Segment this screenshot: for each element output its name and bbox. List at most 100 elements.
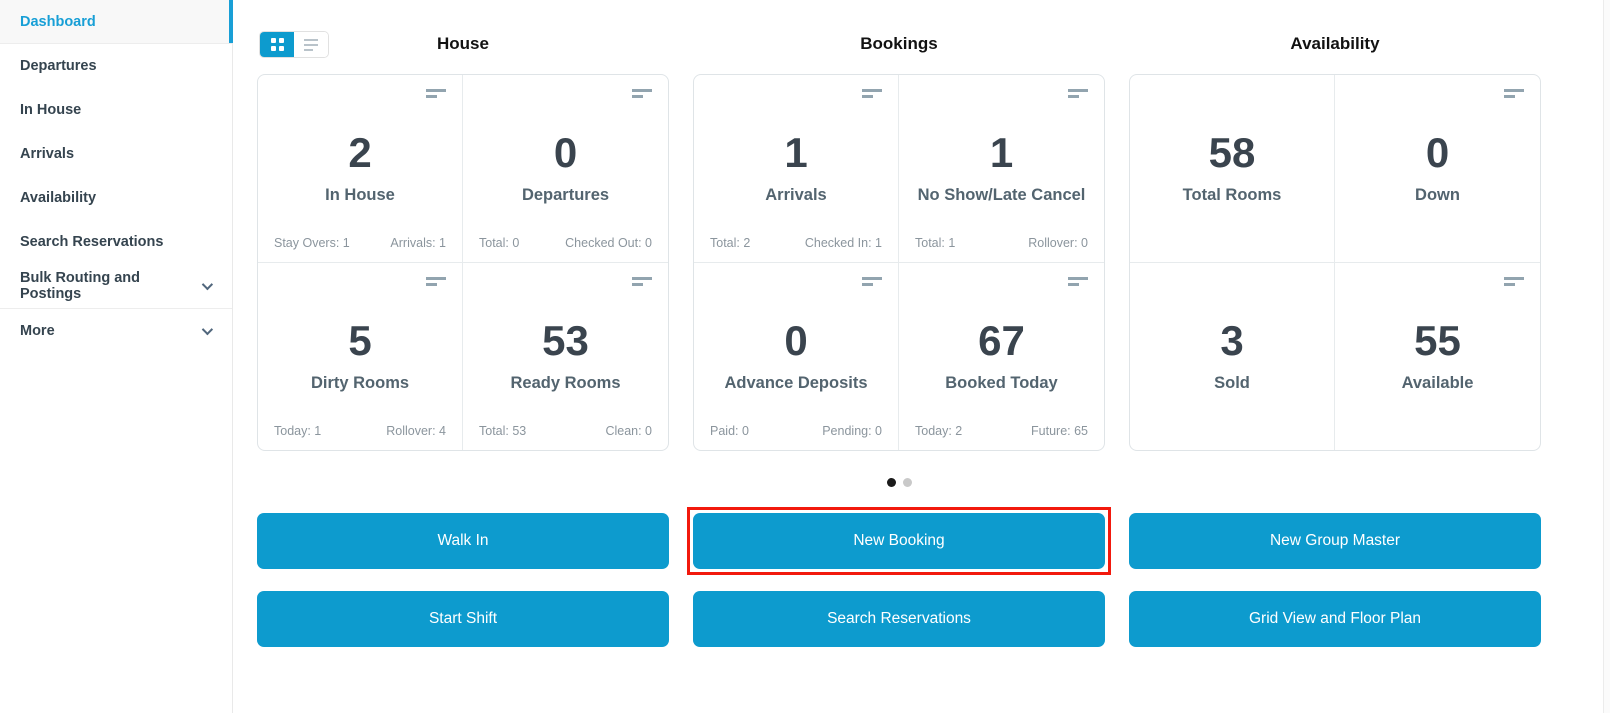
sidebar-item-arrivals[interactable]: Arrivals <box>0 132 232 176</box>
stat-label: In House <box>325 185 395 204</box>
stat-card-arrivals[interactable]: 1 Arrivals Total: 2 Checked In: 1 <box>694 75 899 263</box>
stat-card-no-show-late-cancel[interactable]: 1 No Show/Late Cancel Total: 1 Rollover:… <box>899 75 1104 263</box>
start-shift-button[interactable]: Start Shift <box>257 591 669 647</box>
stat-card-booked-today[interactable]: 67 Booked Today Today: 2 Future: 65 <box>899 263 1104 451</box>
stat-card-sold[interactable]: 3 Sold <box>1130 262 1335 450</box>
stat-label: Down <box>1415 185 1460 204</box>
substat-left: Today: 1 <box>274 424 322 438</box>
card-menu-icon[interactable] <box>1504 89 1524 98</box>
card-menu-icon[interactable] <box>862 276 882 286</box>
stat-value: 55 <box>1414 316 1461 364</box>
sidebar: Dashboard Departures In House Arrivals A… <box>0 0 233 713</box>
substat-left: Stay Overs: 1 <box>274 235 350 250</box>
stat-substats: Total: 2 Checked In: 1 <box>710 236 882 250</box>
substat-right: Future: 65 <box>1031 424 1088 438</box>
view-mode-toggle <box>259 31 329 58</box>
sidebar-item-label: Arrivals <box>20 146 75 162</box>
stat-substats: Paid: 0 Pending: 0 <box>710 424 882 438</box>
section-title-bookings: Bookings <box>860 34 938 53</box>
sidebar-item-label: Departures <box>20 58 97 74</box>
sidebar-item-availability[interactable]: Availability <box>0 176 232 220</box>
substat-right: Clean: 0 <box>605 424 652 438</box>
stat-value: 0 <box>553 128 578 176</box>
pagination-dot-2[interactable] <box>902 478 912 487</box>
card-menu-icon[interactable] <box>426 89 446 98</box>
card-menu-icon[interactable] <box>632 89 652 98</box>
stat-substats: Total: 0 Checked Out: 0 <box>479 236 652 250</box>
substat-left: Total: 0 <box>479 235 520 250</box>
new-group-master-button[interactable]: New Group Master <box>1129 513 1541 569</box>
new-booking-button[interactable]: New Booking <box>693 513 1105 569</box>
stat-label: Ready Rooms <box>510 373 621 392</box>
search-reservations-button[interactable]: Search Reservations <box>693 591 1105 647</box>
stat-card-departures[interactable]: 0 Departures Total: 0 Checked Out: 0 <box>463 75 668 263</box>
substat-right: Rollover: 0 <box>1028 235 1088 250</box>
pagination-dot-1[interactable] <box>886 478 896 487</box>
sidebar-item-bulk-routing-and-postings[interactable]: Bulk Routing and Postings <box>0 264 232 308</box>
stat-value: 2 <box>348 128 372 176</box>
substat-right: Checked In: 1 <box>804 235 882 250</box>
list-view-button[interactable] <box>294 32 328 57</box>
stat-value: 67 <box>978 316 1025 364</box>
substat-left: Today: 2 <box>915 424 963 438</box>
grid-view-floor-plan-button[interactable]: Grid View and Floor Plan <box>1129 591 1541 647</box>
card-menu-icon[interactable] <box>1068 89 1088 98</box>
stat-label: Sold <box>1214 373 1250 392</box>
card-menu-icon[interactable] <box>1504 276 1524 286</box>
card-menu-icon[interactable] <box>862 89 882 98</box>
sidebar-item-dashboard[interactable]: Dashboard <box>0 0 233 44</box>
stat-card-dirty-rooms[interactable]: 5 Dirty Rooms Today: 1 Rollover: 4 <box>258 262 463 450</box>
walk-in-button[interactable]: Walk In <box>257 513 669 569</box>
quick-actions: Walk In New Booking New Group Master Sta… <box>257 507 1541 647</box>
stat-card-down[interactable]: 0 Down <box>1335 75 1540 263</box>
stat-label: Advance Deposits <box>724 373 868 392</box>
stat-substats: Today: 1 Rollover: 4 <box>274 424 446 438</box>
sidebar-item-label: Bulk Routing and Postings <box>20 270 141 302</box>
sidebar-item-departures[interactable]: Departures <box>0 44 232 88</box>
sidebar-item-label: More <box>20 322 55 339</box>
substat-right: Pending: 0 <box>822 424 882 438</box>
stat-card-ready-rooms[interactable]: 53 Ready Rooms Total: 53 Clean: 0 <box>463 263 668 451</box>
substat-left: Total: 2 <box>710 235 751 250</box>
stat-substats: Total: 1 Rollover: 0 <box>915 236 1088 250</box>
sidebar-item-label: Search Reservations <box>20 234 164 250</box>
stat-label: Departures <box>521 185 610 204</box>
substat-left: Paid: 0 <box>710 424 749 438</box>
dashboard-main: House Bookings Availability 2 In House S… <box>233 0 1610 713</box>
carousel-pagination <box>257 478 1541 487</box>
grid-view-button[interactable] <box>260 32 294 57</box>
stat-value: 58 <box>1208 128 1256 176</box>
page-scrollbar[interactable] <box>1603 0 1610 713</box>
stat-card-total-rooms[interactable]: 58 Total Rooms <box>1130 75 1335 263</box>
sidebar-item-label: Availability <box>20 190 97 206</box>
stat-card-available[interactable]: 55 Available <box>1335 263 1540 451</box>
stat-value: 1 <box>784 128 808 176</box>
stat-label: No Show/Late Cancel <box>917 185 1086 204</box>
availability-panel: 58 Total Rooms 0 Down 3 Sold 55 Availabl… <box>1129 74 1541 451</box>
sidebar-item-more[interactable]: More <box>0 308 232 352</box>
section-title-house: House <box>437 34 489 53</box>
list-view-icon <box>304 38 318 51</box>
sidebar-item-label: In House <box>20 102 82 118</box>
substat-left: Total: 53 <box>479 424 527 438</box>
card-menu-icon[interactable] <box>426 276 446 286</box>
stat-substats: Stay Overs: 1 Arrivals: 1 <box>274 236 446 250</box>
bookings-panel: 1 Arrivals Total: 2 Checked In: 1 1 No S… <box>693 74 1105 451</box>
stat-label: Total Rooms <box>1182 185 1282 204</box>
stat-card-advance-deposits[interactable]: 0 Advance Deposits Paid: 0 Pending: 0 <box>694 262 899 450</box>
stat-value: 0 <box>784 316 808 364</box>
stat-value: 3 <box>1220 316 1244 364</box>
stat-label: Arrivals <box>765 185 827 204</box>
stat-card-in-house[interactable]: 2 In House Stay Overs: 1 Arrivals: 1 <box>258 75 463 263</box>
card-menu-icon[interactable] <box>632 276 652 286</box>
substat-right: Rollover: 4 <box>386 424 446 438</box>
sidebar-item-search-reservations[interactable]: Search Reservations <box>0 220 232 264</box>
card-menu-icon[interactable] <box>1068 276 1088 286</box>
grid-view-icon <box>270 38 276 43</box>
sidebar-item-in-house[interactable]: In House <box>0 88 232 132</box>
stat-panels: 2 In House Stay Overs: 1 Arrivals: 1 0 D… <box>257 74 1541 451</box>
stat-label: Booked Today <box>945 373 1058 392</box>
chevron-down-icon <box>201 278 214 291</box>
substat-right: Checked Out: 0 <box>565 235 652 250</box>
house-panel: 2 In House Stay Overs: 1 Arrivals: 1 0 D… <box>257 74 669 451</box>
